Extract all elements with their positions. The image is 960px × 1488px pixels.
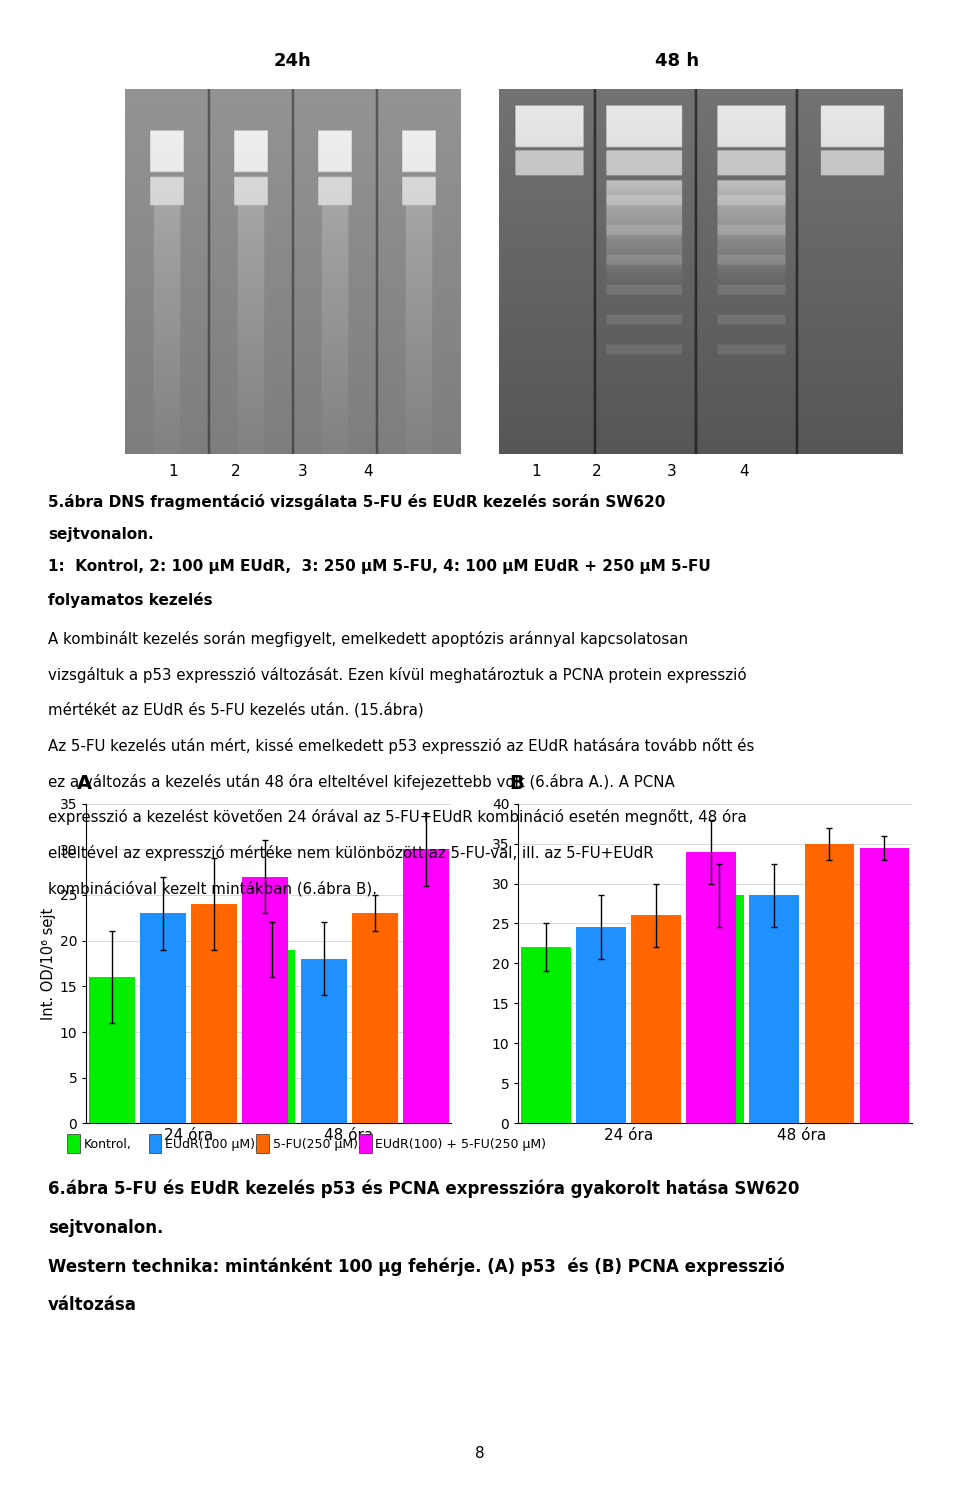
Text: expresszió a kezelést követően 24 órával az 5-FU+EUdR kombináció esetén megnőtt,: expresszió a kezelést követően 24 órával… [48, 809, 747, 826]
Bar [351, 914, 397, 1123]
Text: 4: 4 [739, 464, 749, 479]
Text: 3: 3 [298, 464, 307, 479]
Text: folyamatos kezelés: folyamatos kezelés [48, 592, 212, 609]
Text: változása: változása [48, 1296, 137, 1314]
Bar [521, 948, 571, 1123]
Bar [694, 896, 744, 1123]
Bar [402, 850, 448, 1123]
Text: 5-FU(250 μM),: 5-FU(250 μM), [273, 1138, 362, 1150]
Text: 4: 4 [363, 464, 372, 479]
Text: vizsgáltuk a p53 expresszió változását. Ezen kívül meghatároztuk a PCNA protein : vizsgáltuk a p53 expresszió változását. … [48, 667, 747, 683]
Text: B: B [509, 774, 523, 793]
Text: 3: 3 [667, 464, 677, 479]
Bar [191, 905, 237, 1123]
Text: sejtvonalon.: sejtvonalon. [48, 527, 154, 542]
Bar [686, 851, 736, 1123]
Text: mértékét az EUdR és 5-FU kezelés után. (15.ábra): mértékét az EUdR és 5-FU kezelés után. (… [48, 702, 423, 717]
Text: 1: 1 [168, 464, 178, 479]
Bar [242, 876, 288, 1123]
Bar [750, 896, 799, 1123]
Text: 5.ábra DNS fragmentáció vizsgálata 5-FU és EUdR kezelés során SW620: 5.ábra DNS fragmentáció vizsgálata 5-FU … [48, 494, 665, 510]
Bar [89, 978, 135, 1123]
Y-axis label: Int. OD/10⁶ sejt: Int. OD/10⁶ sejt [40, 908, 56, 1019]
Bar [632, 915, 681, 1123]
Bar [859, 848, 909, 1123]
Text: 24h: 24h [274, 52, 312, 70]
Text: 48 h: 48 h [655, 52, 699, 70]
Text: 2: 2 [592, 464, 602, 479]
Text: 1: 1 [531, 464, 540, 479]
Text: elteltével az expresszió mértéke nem különbözött az 5-FU-val, ill. az 5-FU+EUdR: elteltével az expresszió mértéke nem kül… [48, 845, 654, 862]
Bar [300, 958, 347, 1123]
Text: Western technika: mintánként 100 μg fehérje. (A) p53  és (B) PCNA expresszió: Western technika: mintánként 100 μg fehé… [48, 1257, 784, 1275]
Text: A: A [77, 774, 92, 793]
Text: 2: 2 [230, 464, 240, 479]
Text: Az 5-FU kezelés után mért, kissé emelkedett p53 expresszió az EUdR hatására tová: Az 5-FU kezelés után mért, kissé emelked… [48, 738, 755, 754]
Text: sejtvonalon.: sejtvonalon. [48, 1219, 163, 1237]
Bar [576, 927, 626, 1123]
Bar [804, 844, 854, 1123]
Text: EUdR(100) + 5-FU(250 μM): EUdR(100) + 5-FU(250 μM) [375, 1138, 546, 1150]
Text: 8: 8 [475, 1446, 485, 1461]
Text: kombinációval kezelt mintákban (6.ábra B).: kombinációval kezelt mintákban (6.ábra B… [48, 881, 377, 896]
Text: 1:  Kontrol, 2: 100 μM EUdR,  3: 250 μM 5-FU, 4: 100 μM EUdR + 250 μM 5-FU: 1: Kontrol, 2: 100 μM EUdR, 3: 250 μM 5-… [48, 559, 710, 574]
Text: A kombinált kezelés során megfigyelt, emelkedett apoptózis aránnyal kapcsolatosa: A kombinált kezelés során megfigyelt, em… [48, 631, 688, 647]
Text: EUdR(100 μM),: EUdR(100 μM), [165, 1138, 259, 1150]
Text: 6.ábra 5-FU és EUdR kezelés p53 és PCNA expresszióra gyakorolt hatása SW620: 6.ábra 5-FU és EUdR kezelés p53 és PCNA … [48, 1180, 800, 1198]
Text: Kontrol,: Kontrol, [84, 1138, 132, 1150]
Text: ez a változás a kezelés után 48 óra elteltével kifejezettebb volt (6.ábra A.). A: ez a változás a kezelés után 48 óra elte… [48, 774, 675, 790]
Bar [250, 949, 296, 1123]
Bar [140, 914, 186, 1123]
